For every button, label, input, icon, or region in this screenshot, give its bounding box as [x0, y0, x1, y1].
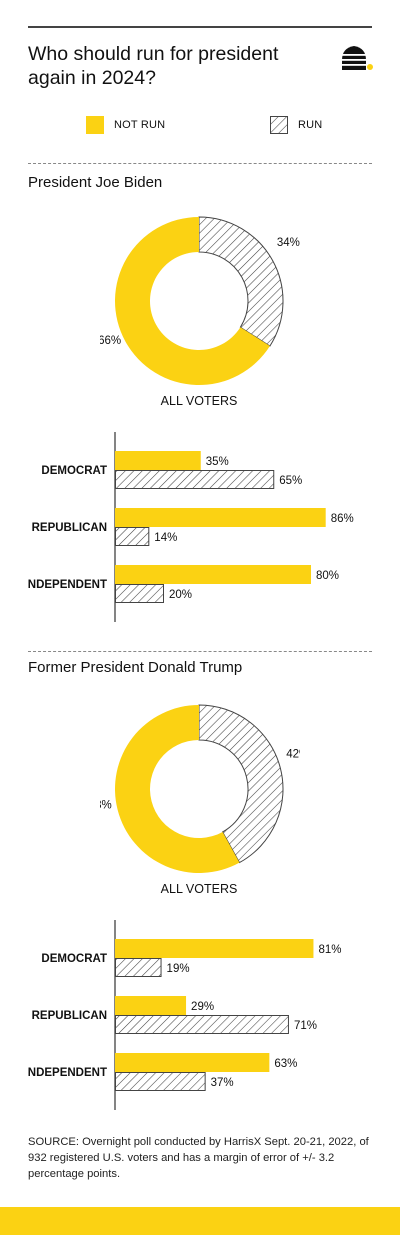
bar-category-label: REPUBLICAN: [32, 1010, 107, 1022]
bar-value-run: 71%: [294, 1020, 317, 1032]
bar-run: [115, 958, 162, 977]
bar-value-not-run: 81%: [318, 944, 341, 956]
bar-value-not-run: 86%: [331, 513, 354, 525]
bar-not-run: [115, 1053, 270, 1072]
bar-not-run: [115, 451, 201, 470]
donut-slice-run: [198, 216, 284, 347]
section-title-biden: President Joe Biden: [28, 174, 163, 191]
bar-category-label: INDEPENDENT: [28, 1067, 107, 1079]
donut-label-run: 34%: [277, 237, 300, 249]
donut-label-not-run: 58%: [100, 799, 112, 811]
bar-value-not-run: 29%: [191, 1001, 214, 1013]
bar-category-label: INDEPENDENT: [28, 579, 107, 591]
donut-caption: ALL VOTERS: [161, 394, 238, 408]
bar-run: [115, 584, 164, 603]
donut-caption: ALL VOTERS: [161, 882, 238, 896]
bar-not-run: [115, 939, 314, 958]
legend-not-run-label: NOT RUN: [114, 119, 166, 131]
bar-category-label: DEMOCRAT: [41, 953, 107, 965]
bar-not-run: [115, 996, 187, 1015]
donut-slice-not-run: [115, 217, 270, 385]
bar-value-not-run: 35%: [206, 456, 229, 468]
bar-run: [115, 1015, 289, 1034]
section-title-trump: Former President Donald Trump: [28, 659, 243, 676]
bar-run: [115, 527, 150, 546]
footer-bar: [0, 1207, 400, 1235]
legend-run-swatch: [270, 116, 288, 134]
top-rule: [28, 26, 372, 28]
page-title: Who should run for president again in 20…: [28, 43, 279, 89]
bar-category-label: DEMOCRAT: [41, 465, 107, 477]
trump-donut-chart: 42% 58% ALL VOTERS: [100, 704, 300, 896]
donut-slice-run: [198, 704, 284, 864]
bar-value-run: 14%: [154, 532, 177, 544]
bar-value-run: 65%: [279, 475, 302, 487]
legend-not-run: NOT RUN: [86, 116, 165, 134]
section-divider: [28, 651, 372, 652]
bar-value-not-run: 80%: [316, 570, 339, 582]
bar-not-run: [115, 565, 311, 584]
source-note: SOURCE: Overnight poll conducted by Harr…: [28, 1136, 369, 1180]
bar-value-run: 37%: [211, 1077, 234, 1089]
legend-run: RUN: [270, 116, 322, 134]
donut-label-not-run: 66%: [100, 335, 121, 347]
biden-party-bar-chart: DEMOCRAT 35% 65% REPUBLICAN 86% 14% INDEPENDEN…: [28, 432, 354, 622]
donut-slice-not-run: [115, 705, 240, 873]
legend-not-run-swatch: [86, 116, 104, 134]
trump-party-bar-chart: DEMOCRAT 81% 19% REPUBLICAN 29% 71% INDEPENDEN…: [28, 920, 341, 1110]
bar-value-run: 20%: [169, 589, 192, 601]
section-divider: [28, 163, 372, 164]
biden-donut-chart: 34% 66% ALL VOTERS: [100, 216, 300, 408]
donut-label-run: 42%: [286, 749, 300, 761]
legend-run-label: RUN: [298, 119, 323, 131]
bar-run: [115, 1072, 206, 1091]
bar-value-run: 19%: [167, 963, 190, 975]
bar-value-not-run: 63%: [274, 1058, 297, 1070]
beehive-logo-icon: [341, 46, 373, 70]
bar-run: [115, 470, 275, 489]
bar-not-run: [115, 508, 326, 527]
bar-category-label: REPUBLICAN: [32, 522, 107, 534]
